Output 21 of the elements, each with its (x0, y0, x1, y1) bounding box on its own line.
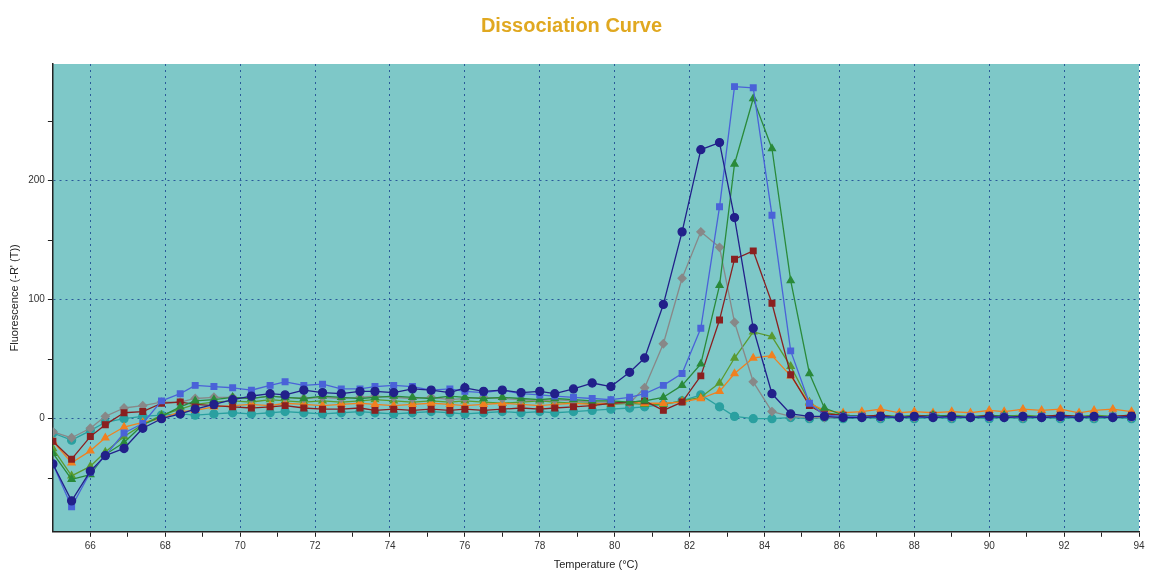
y-tick-label: 200 (28, 174, 46, 186)
x-tick-label: 82 (684, 539, 696, 551)
x-tick-label: 72 (309, 539, 322, 551)
x-tick-label: 88 (908, 539, 921, 551)
x-tick-label: 94 (1133, 539, 1145, 551)
y-axis-title: Fluorescence (-R' (T)) (7, 244, 20, 352)
x-tick-label: 76 (459, 539, 471, 551)
x-tick-label: 86 (833, 539, 846, 551)
x-tick-label: 84 (758, 539, 771, 551)
y-tick-label: 0 (39, 412, 46, 424)
x-axis-title: Temperature (°C) (553, 558, 639, 571)
x-tick-label: 90 (983, 539, 996, 551)
x-tick-label: 92 (1058, 539, 1071, 551)
x-tick-label: 80 (609, 539, 621, 551)
x-tick-label: 78 (534, 539, 546, 551)
chart-title: Dissociation Curve (480, 13, 663, 36)
y-tick-label: 100 (28, 293, 46, 305)
x-tick-label: 74 (384, 539, 396, 551)
x-tick-label: 68 (159, 539, 172, 551)
x-tick-label: 66 (84, 539, 97, 551)
x-tick-label: 70 (234, 539, 247, 551)
